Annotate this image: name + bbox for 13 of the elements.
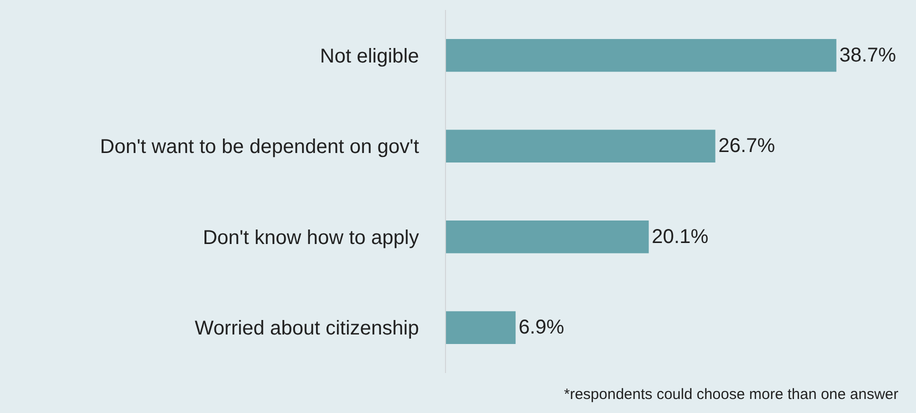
- bar: [446, 311, 516, 344]
- y-tick-label: Don't know how to apply: [202, 226, 419, 249]
- y-tick-label: Worried about citizenship: [194, 318, 419, 340]
- bar: [446, 39, 836, 72]
- data-label: 26.7%: [718, 135, 776, 158]
- data-label: 38.7%: [839, 44, 896, 66]
- data-label: 20.1%: [652, 226, 709, 248]
- y-tick-label: Don't want to be dependent on gov't: [100, 136, 420, 158]
- text: *respondents could choose more than one answer: [564, 386, 898, 403]
- bar: [446, 220, 649, 254]
- data-label: 6.9%: [518, 316, 564, 339]
- y-tick-label: Not eligible: [320, 45, 419, 68]
- bar: [446, 130, 716, 162]
